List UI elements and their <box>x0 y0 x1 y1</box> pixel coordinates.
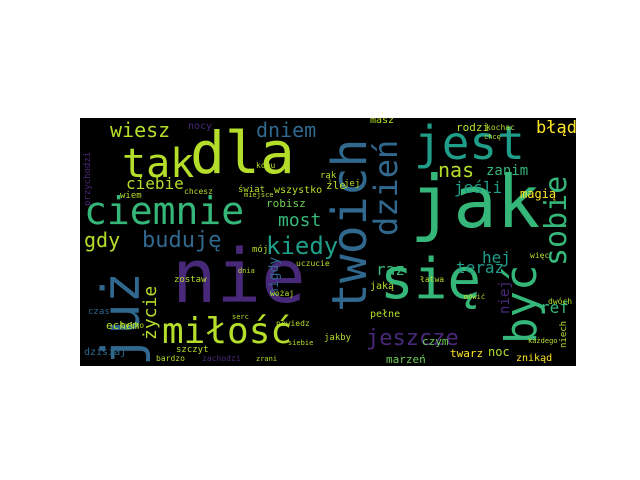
word-dla: dla <box>190 119 295 187</box>
word-noc: noc <box>488 345 510 359</box>
word-chcesz: chcesz <box>184 187 213 196</box>
word-czas: czas <box>88 307 110 317</box>
word-dzien: dzień <box>367 139 405 236</box>
word-przychodzi: przychodzi <box>83 151 93 206</box>
word-wozaj: wożaj <box>270 289 295 298</box>
word-rak: rąk <box>320 171 337 181</box>
word-komu: komu <box>256 161 276 170</box>
word-nie: nie <box>172 234 306 320</box>
word-kazdego: każdego <box>528 337 558 345</box>
word-gdy: gdy <box>84 228 121 252</box>
word-serc: serc <box>232 313 249 321</box>
word-jesli: jeśli <box>454 178 503 197</box>
word-masz: masz <box>370 118 395 126</box>
word-moj: mój <box>252 245 269 255</box>
word-blad: błąd <box>536 118 576 138</box>
word-dzisiaj: dzisiaj <box>84 347 127 358</box>
word-jaka: jaką <box>370 281 395 292</box>
word-rodzi: rodzi <box>456 121 490 134</box>
word-czym: czym <box>422 335 449 348</box>
word-teraz: teraz <box>456 258 505 277</box>
word-ref: ref <box>540 298 569 317</box>
word-zanim: zanim <box>486 163 529 179</box>
word-twarz: twarz <box>450 347 484 360</box>
word-buduje: buduję <box>142 228 222 253</box>
word-jeszcze: jeszcze <box>366 326 459 351</box>
word-dwoch: dwóch <box>548 297 573 306</box>
word-hej: hej <box>482 248 511 267</box>
word-wszystko: wszystko <box>274 185 323 196</box>
word-niej: niej <box>497 280 513 314</box>
word-dniem: dniem <box>256 118 317 142</box>
word-jej: jej <box>344 179 361 189</box>
word-miejsce: miejsce <box>244 191 274 199</box>
word-jak: jak <box>410 160 541 244</box>
word-nas: nas <box>438 158 475 182</box>
word-mowic: mówić <box>464 293 486 301</box>
word-wiesz: wiesz <box>110 118 171 142</box>
word-kochac: kochac <box>486 123 515 132</box>
word-tylko: tylko <box>120 321 145 330</box>
word-raz: raz <box>376 260 405 279</box>
word-sie: się <box>380 247 482 312</box>
word-kiedy: kiedy <box>266 232 339 260</box>
word-szczyt: szczyt <box>176 345 209 355</box>
word-wiem: wiem <box>120 191 142 201</box>
word-zachodzi: zachodzi <box>202 354 241 363</box>
word-cloud: jak nie się dla tak jest już twoich ciem… <box>80 118 576 366</box>
word-jest: jest <box>414 118 525 170</box>
word-pelne: pełne <box>370 309 401 320</box>
word-milosc: miłość <box>162 311 293 352</box>
word-dnia: dnia <box>238 267 255 275</box>
word-chce: chcę <box>484 133 501 141</box>
word-latwa: łatwa <box>420 275 445 284</box>
word-most: most <box>278 210 322 231</box>
word-swiat: świat <box>238 185 266 195</box>
word-ciebie: ciebie <box>126 174 184 193</box>
word-zycie: życie <box>140 285 161 340</box>
word-robisz: robisz <box>266 197 306 210</box>
word-marzen: marzeń <box>386 353 426 366</box>
word-wiec: więc <box>530 251 550 260</box>
word-jakby: jakby <box>324 333 352 343</box>
word-znikad: znikąd <box>516 353 553 364</box>
word-zle: źle <box>326 179 346 192</box>
word-uczucie: uczucie <box>296 259 330 268</box>
word-niech: niech <box>559 320 569 348</box>
word-powiedz: powiedz <box>276 319 310 328</box>
word-bardzo: bardzo <box>156 354 185 363</box>
word-tak: tak <box>122 141 195 187</box>
word-nocy: nocy <box>188 121 213 132</box>
word-ciemnie: ciemnie <box>84 189 245 233</box>
word-echem: echem <box>106 319 140 332</box>
word-zostaw: zostaw <box>174 275 207 285</box>
word-siebie: siebie <box>288 339 314 347</box>
word-magia: magią <box>520 187 557 201</box>
word-zrani: zrani <box>256 355 278 363</box>
